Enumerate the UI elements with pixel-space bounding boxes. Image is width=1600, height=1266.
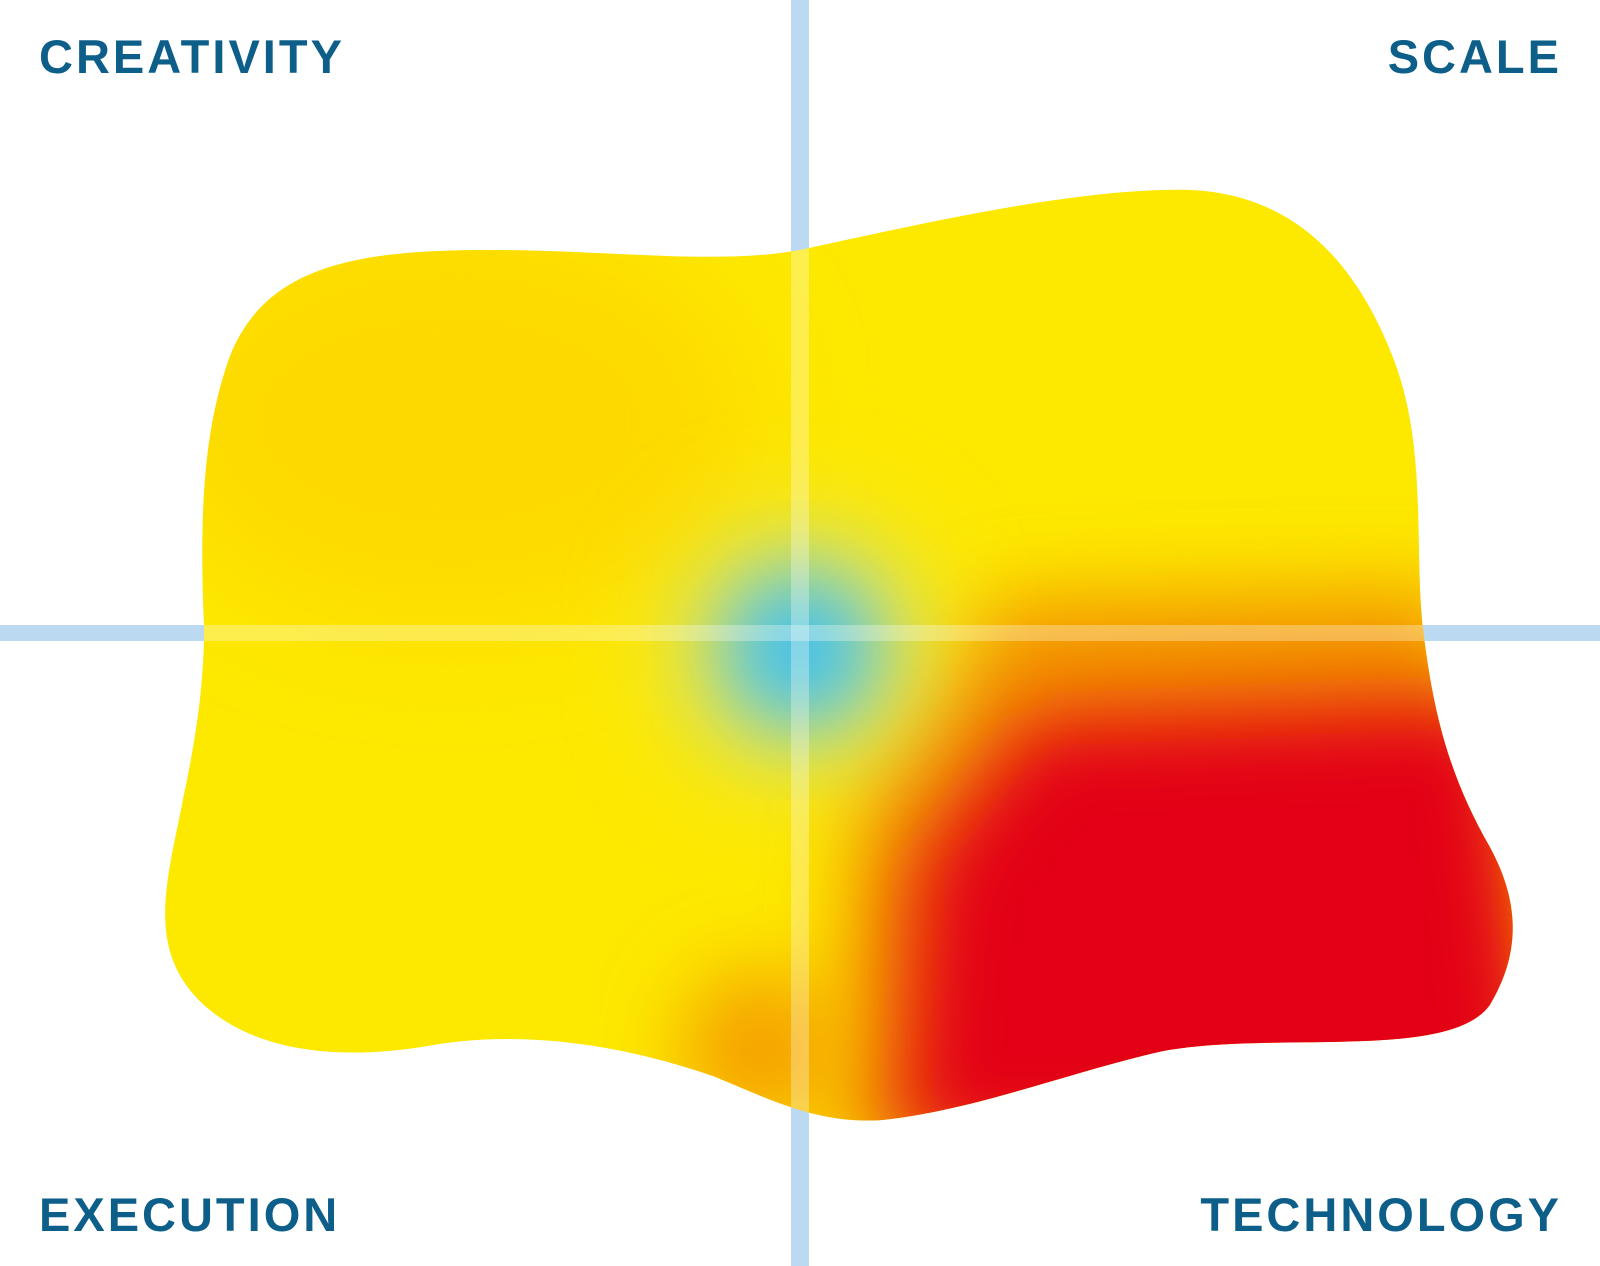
quadrant-label: SCALE [1388,30,1562,83]
quadrant-label: CREATIVITY [39,30,345,83]
quadrant-label: EXECUTION [39,1188,340,1241]
quadrant-label: TECHNOLOGY [1200,1188,1562,1241]
